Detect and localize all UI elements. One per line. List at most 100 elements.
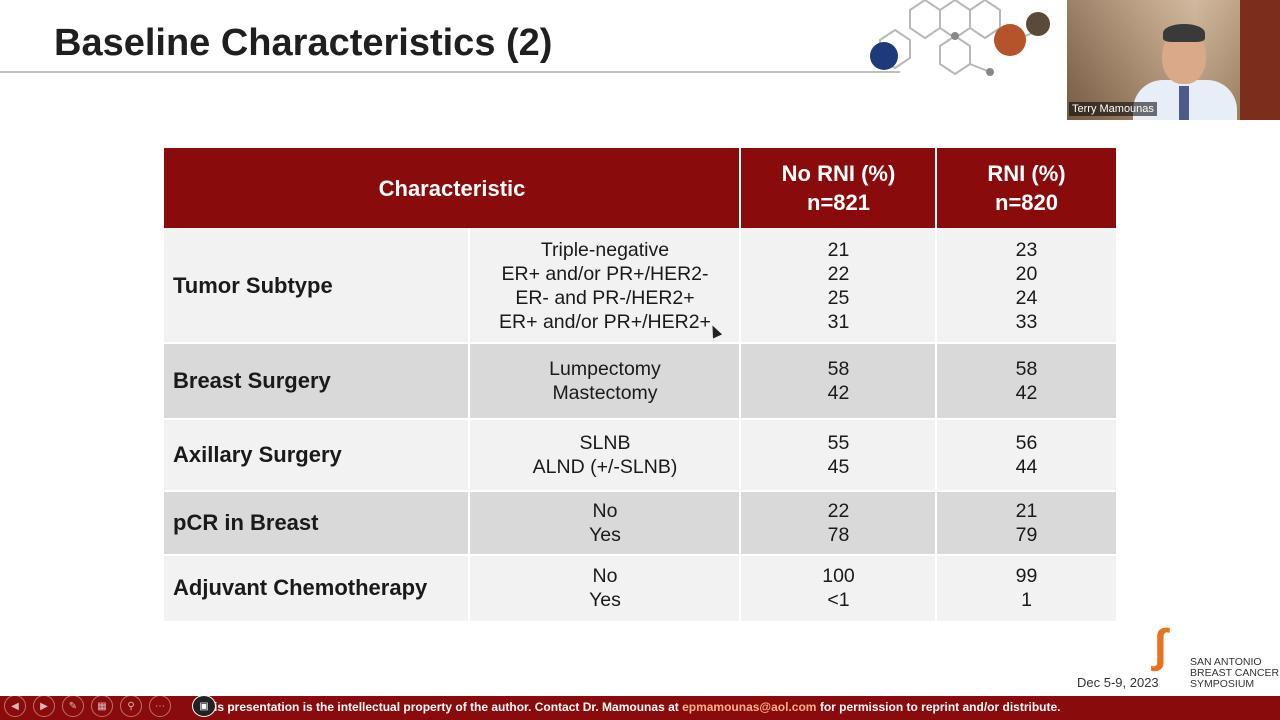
value-cell: 23 xyxy=(1015,238,1038,261)
value-cell: 79 xyxy=(1015,524,1038,546)
value-cell: 31 xyxy=(827,310,850,333)
logo-line: BREAST CANCER xyxy=(1190,667,1280,679)
row-rni-values: 99 1 xyxy=(937,555,1116,621)
subgroup-label: Yes xyxy=(589,589,621,611)
table-row: Adjuvant Chemotherapy No Yes 100 <1 99 1 xyxy=(164,555,1116,621)
header-divider xyxy=(935,148,937,228)
header-no-rni-n: n=821 xyxy=(807,190,870,215)
subgroup-label: Yes xyxy=(589,524,621,546)
title-divider xyxy=(0,71,900,73)
webcam-door xyxy=(1240,0,1280,120)
value-cell: 22 xyxy=(827,262,850,285)
webcam-speaker-hair xyxy=(1163,24,1205,42)
ribbon-icon: ∫ xyxy=(1154,619,1167,671)
value-cell: 24 xyxy=(1015,286,1038,309)
row-no-rni-values: 22 78 xyxy=(741,491,936,555)
logo-line: SYMPOSIUM xyxy=(1190,678,1255,690)
header-rni-label: RNI (%) xyxy=(987,161,1066,186)
subgroup-label: ER- and PR-/HER2+ xyxy=(515,286,695,309)
value-cell: 21 xyxy=(1015,500,1038,522)
column-divider xyxy=(739,228,741,621)
pen-icon[interactable]: ✎ xyxy=(62,695,84,717)
column-divider xyxy=(935,228,937,621)
subgroup-label: No xyxy=(592,500,618,522)
row-subgroups: Lumpectomy Mastectomy xyxy=(470,343,740,419)
notice-text: for permission to reprint and/or distrib… xyxy=(816,700,1061,714)
contact-email-link[interactable]: epmamounas@aol.com xyxy=(682,700,817,714)
value-cell: 25 xyxy=(827,286,850,309)
conference-date: Dec 5-9, 2023 xyxy=(1077,675,1159,690)
row-characteristic: Axillary Surgery xyxy=(173,442,342,467)
value-cell: 33 xyxy=(1015,310,1038,333)
row-no-rni-values: 21 22 25 31 xyxy=(741,228,936,343)
subgroup-label: No xyxy=(592,565,618,587)
value-cell: 45 xyxy=(827,456,850,478)
row-subgroups: Triple-negative ER+ and/or PR+/HER2- ER-… xyxy=(470,228,740,343)
webcam-speaker-tie xyxy=(1179,86,1189,120)
next-icon[interactable]: ▶ xyxy=(33,695,55,717)
row-rni-values: 21 79 xyxy=(937,491,1116,555)
header-characteristic: Characteristic xyxy=(164,148,740,228)
value-cell: 55 xyxy=(827,432,850,454)
row-divider xyxy=(164,554,1116,556)
header-no-rni: No RNI (%) n=821 xyxy=(741,148,936,228)
row-characteristic: pCR in Breast xyxy=(173,510,319,535)
value-cell: 99 xyxy=(1015,565,1038,587)
value-cell: 100 xyxy=(822,565,855,587)
row-divider xyxy=(164,418,1116,420)
sabcs-logo: ∫ SAN ANTONIO BREAST CANCER SYMPOSIUM xyxy=(1150,619,1279,690)
value-cell: 20 xyxy=(1015,262,1038,285)
row-characteristic: Adjuvant Chemotherapy xyxy=(173,575,428,600)
value-cell: 56 xyxy=(1015,432,1038,454)
row-divider xyxy=(164,342,1116,344)
table-row: Axillary Surgery SLNB ALND (+/-SLNB) 55 … xyxy=(164,419,1116,491)
webcam-name-label: Terry Mamounas xyxy=(1069,102,1157,116)
subgroup-label: SLNB xyxy=(579,432,631,454)
subgroup-label: ER+ and/or PR+/HER2- xyxy=(501,262,709,285)
table-row: pCR in Breast No Yes 22 78 21 79 xyxy=(164,491,1116,555)
value-cell: 44 xyxy=(1015,456,1038,478)
value-cell: 22 xyxy=(827,500,850,522)
subgroup-label: ER+ and/or PR+/HER2+ xyxy=(499,310,711,333)
presentation-controls: ◀ ▶ ✎ ▦ ⚲ ⋯ xyxy=(4,695,171,717)
row-characteristic: Breast Surgery xyxy=(173,368,331,393)
notice-text: is presentation is the intellectual prop… xyxy=(214,700,683,714)
row-subgroups: No Yes xyxy=(470,555,740,621)
value-cell: 42 xyxy=(1015,382,1038,404)
value-cell: 58 xyxy=(1015,358,1038,380)
webcam-video: Terry Mamounas xyxy=(1067,0,1280,120)
subgroup-label: Lumpectomy xyxy=(549,358,661,380)
slides-icon[interactable]: ▦ xyxy=(91,695,113,717)
copyright-notice: is presentation is the intellectual prop… xyxy=(214,700,1061,714)
value-cell: 21 xyxy=(827,238,850,261)
table-row: Tumor Subtype Triple-negative ER+ and/or… xyxy=(164,228,1116,343)
row-no-rni-values: 55 45 xyxy=(741,419,936,491)
row-rni-values: 58 42 xyxy=(937,343,1116,419)
subgroup-label: Triple-negative xyxy=(540,238,670,261)
table-row: Breast Surgery Lumpectomy Mastectomy 58 … xyxy=(164,343,1116,419)
row-divider xyxy=(164,490,1116,492)
value-cell: 42 xyxy=(827,382,850,404)
row-subgroups: SLNB ALND (+/-SLNB) xyxy=(470,419,740,491)
prev-icon[interactable]: ◀ xyxy=(4,695,26,717)
row-rni-values: 23 20 24 33 xyxy=(937,228,1116,343)
slide-title: Baseline Characteristics (2) xyxy=(54,22,553,64)
subgroup-label: Mastectomy xyxy=(552,382,658,404)
header-divider xyxy=(739,148,741,228)
row-rni-values: 56 44 xyxy=(937,419,1116,491)
value-cell: 1 xyxy=(1021,589,1032,611)
more-icon[interactable]: ⋯ xyxy=(149,695,171,717)
row-subgroups: No Yes xyxy=(470,491,740,555)
molecule-graphic xyxy=(870,0,1050,76)
header-characteristic-label: Characteristic xyxy=(378,175,526,201)
table-header: Characteristic No RNI (%) n=821 RNI (%) … xyxy=(164,148,1116,228)
subgroup-label: ALND (+/-SLNB) xyxy=(532,456,678,478)
row-no-rni-values: 58 42 xyxy=(741,343,936,419)
row-characteristic: Tumor Subtype xyxy=(173,272,333,298)
header-rni-n: n=820 xyxy=(995,190,1058,215)
zoom-icon[interactable]: ⚲ xyxy=(120,695,142,717)
row-no-rni-values: 100 <1 xyxy=(741,555,936,621)
value-cell: 78 xyxy=(827,524,850,546)
camera-icon[interactable]: ▣ xyxy=(192,695,216,717)
